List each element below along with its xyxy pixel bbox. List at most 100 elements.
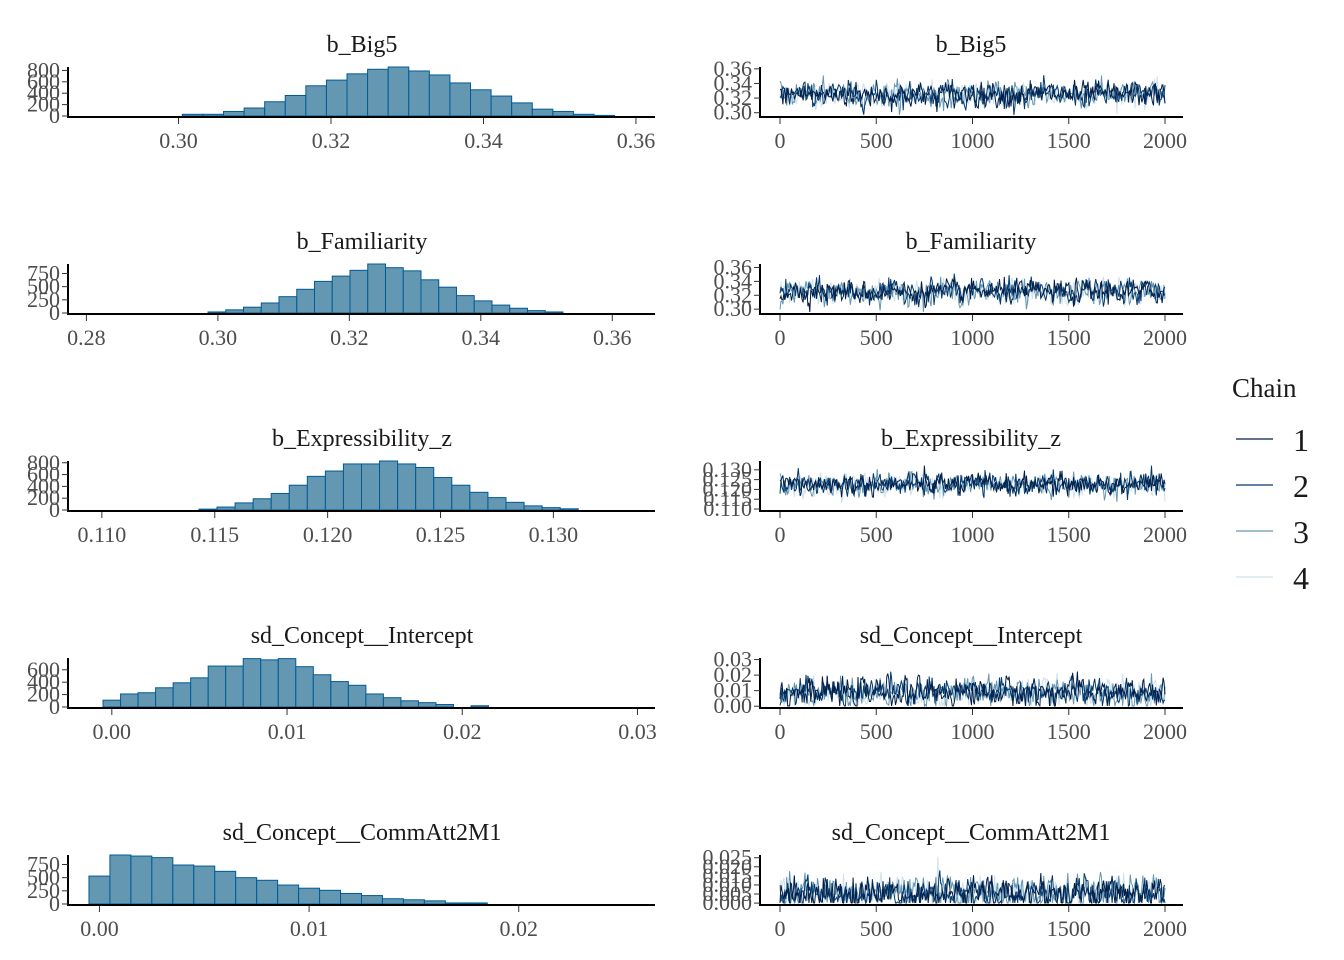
x-tick-label: 0.110 (78, 522, 127, 547)
histogram-bar (367, 68, 389, 117)
histogram-bar (397, 463, 417, 511)
y-tick-label: 0 (49, 497, 60, 522)
histogram-bar (490, 95, 513, 117)
histogram-bar (593, 114, 616, 117)
legend-label-4: 4 (1293, 560, 1309, 596)
histogram-title: b_Expressibility_z (272, 426, 452, 452)
histogram-bar (444, 902, 467, 905)
x-tick-label: 2000 (1143, 916, 1187, 941)
x-tick-label: 0.32 (330, 325, 369, 350)
histogram-bar (330, 681, 349, 708)
x-tick-label: 0.36 (593, 325, 632, 350)
x-tick-label: 0 (775, 916, 786, 941)
histogram-title: b_Big5 (327, 32, 398, 58)
histogram-bar (349, 269, 369, 314)
histogram-bar (151, 857, 174, 905)
x-tick-label: 0 (775, 719, 786, 744)
histogram-bar (473, 300, 493, 314)
histogram-bar (234, 502, 254, 511)
histogram-bar (455, 295, 475, 314)
x-tick-label: 0 (775, 522, 786, 547)
histogram-bar (384, 267, 404, 314)
histogram-title: sd_Concept__Intercept (251, 623, 474, 649)
histogram-bar (120, 693, 139, 708)
y-tick-label: 0.000 (703, 890, 753, 915)
histogram-bar (202, 113, 225, 117)
histogram-bar (319, 889, 342, 905)
histogram-bar (243, 107, 266, 117)
x-tick-label: 0.30 (199, 325, 238, 350)
histogram-bar (346, 73, 369, 117)
x-tick-label: 0.34 (462, 325, 501, 350)
histogram-bar (511, 102, 533, 117)
y-tick-label: 0.34 (714, 268, 753, 293)
histogram-bar (382, 697, 402, 708)
x-tick-label: 0.03 (618, 719, 657, 744)
histogram-bar (572, 113, 595, 117)
histogram-bar (305, 85, 327, 117)
y-tick-label: 0.00 (714, 693, 753, 718)
histogram-bar (491, 304, 511, 314)
histogram-bar (198, 508, 218, 511)
histogram-bar (277, 884, 300, 905)
x-tick-label: 0.28 (67, 325, 106, 350)
x-tick-label: 1000 (951, 522, 995, 547)
histogram-bar (423, 900, 446, 905)
y-tick-label: 0.125 (703, 467, 753, 492)
trace-line-chain-1 (779, 671, 1166, 707)
histogram-title: b_Familiarity (297, 229, 428, 255)
y-tick-label: 400 (27, 473, 60, 498)
histogram-bar (296, 288, 316, 314)
trace-title: b_Expressibility_z (881, 426, 1061, 452)
histogram-bar (130, 855, 153, 905)
trace-line-chain-1 (779, 79, 1166, 113)
x-tick-label: 500 (860, 719, 893, 744)
y-tick-label: 600 (27, 462, 60, 487)
x-tick-label: 0.36 (617, 128, 656, 153)
histogram-bar (381, 898, 404, 905)
histogram-bar (225, 665, 244, 708)
x-tick-label: 0.34 (464, 128, 503, 153)
histogram-bar (415, 466, 435, 511)
histogram-bar (408, 70, 430, 117)
x-tick-label: 1500 (1047, 916, 1091, 941)
trace-panel-sd-concept-commatt2m1: sd_Concept__CommAtt2M1 0.0000.0050.0100.0… (703, 820, 1188, 941)
histogram-bar (428, 74, 451, 117)
histogram-bar (465, 902, 488, 905)
histogram-bar (400, 700, 419, 708)
trace-line-chain-1 (779, 465, 1166, 498)
y-tick-label: 400 (27, 669, 60, 694)
y-tick-label: 0.02 (714, 662, 753, 687)
x-tick-label: 0.01 (290, 916, 329, 941)
x-tick-label: 0.01 (268, 719, 307, 744)
histogram-bar (102, 699, 122, 708)
y-tick-label: 750 (27, 851, 60, 876)
x-tick-label: 2000 (1143, 325, 1187, 350)
legend: Chain 1 2 3 4 (1232, 373, 1309, 596)
y-tick-label: 0.115 (703, 486, 752, 511)
histogram-bar (342, 463, 363, 511)
histogram-bar (216, 506, 236, 511)
histogram-bar (88, 875, 111, 905)
histogram-bar (531, 108, 554, 117)
histogram-bar (420, 279, 440, 314)
histogram-bar (544, 311, 564, 314)
x-tick-label: 0.00 (80, 916, 119, 941)
y-tick-label: 0.34 (714, 70, 753, 95)
histogram-bar (225, 309, 245, 314)
histogram-bar (451, 484, 471, 511)
histogram-bar (325, 79, 348, 117)
y-tick-label: 0.01 (714, 678, 753, 703)
histogram-bar (277, 658, 297, 708)
histogram-bar (433, 477, 453, 511)
histogram-bar (559, 508, 579, 511)
y-tick-label: 0.010 (703, 872, 753, 897)
histogram-bar (223, 110, 245, 117)
x-tick-label: 0.30 (159, 128, 198, 153)
y-tick-label: 0.110 (703, 496, 752, 521)
histogram-bar (379, 460, 399, 511)
histogram-bar (278, 296, 298, 314)
y-tick-label: 750 (27, 260, 60, 285)
